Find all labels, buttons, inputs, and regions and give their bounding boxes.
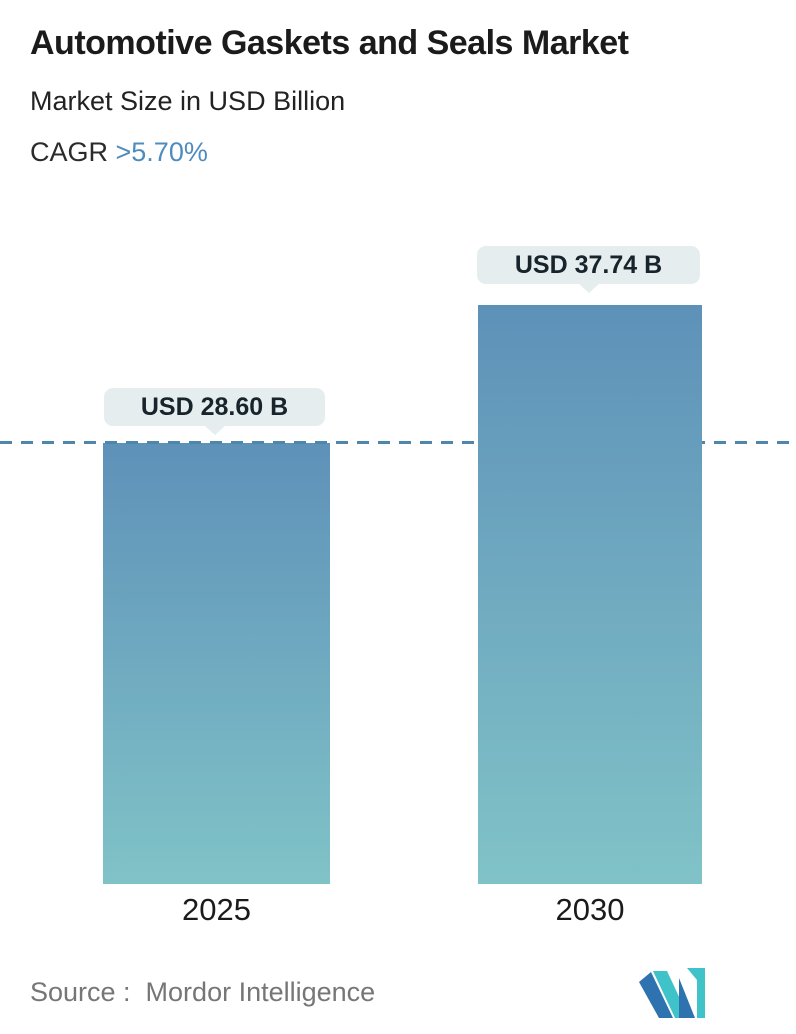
page-title: Automotive Gaskets and Seals Market — [30, 24, 629, 62]
cagr-value: >5.70% — [115, 137, 208, 167]
chart-subtitle: Market Size in USD Billion — [30, 86, 346, 116]
cagr-label: CAGR — [30, 137, 116, 167]
x-axis-label-2025: 2025 — [182, 892, 251, 927]
bar-2025 — [103, 443, 330, 884]
cagr-line: CAGR >5.70% — [30, 137, 208, 168]
value-label-2025: USD 28.60 B — [104, 388, 325, 426]
source-attribution: Source : Mordor Intelligence — [30, 977, 376, 1007]
reference-dashed-line — [0, 441, 796, 444]
value-label-2030: USD 37.74 B — [477, 246, 700, 284]
bar-2030 — [478, 305, 702, 884]
mordor-intelligence-logo — [639, 968, 705, 1018]
x-axis-label-2030: 2030 — [555, 892, 625, 927]
